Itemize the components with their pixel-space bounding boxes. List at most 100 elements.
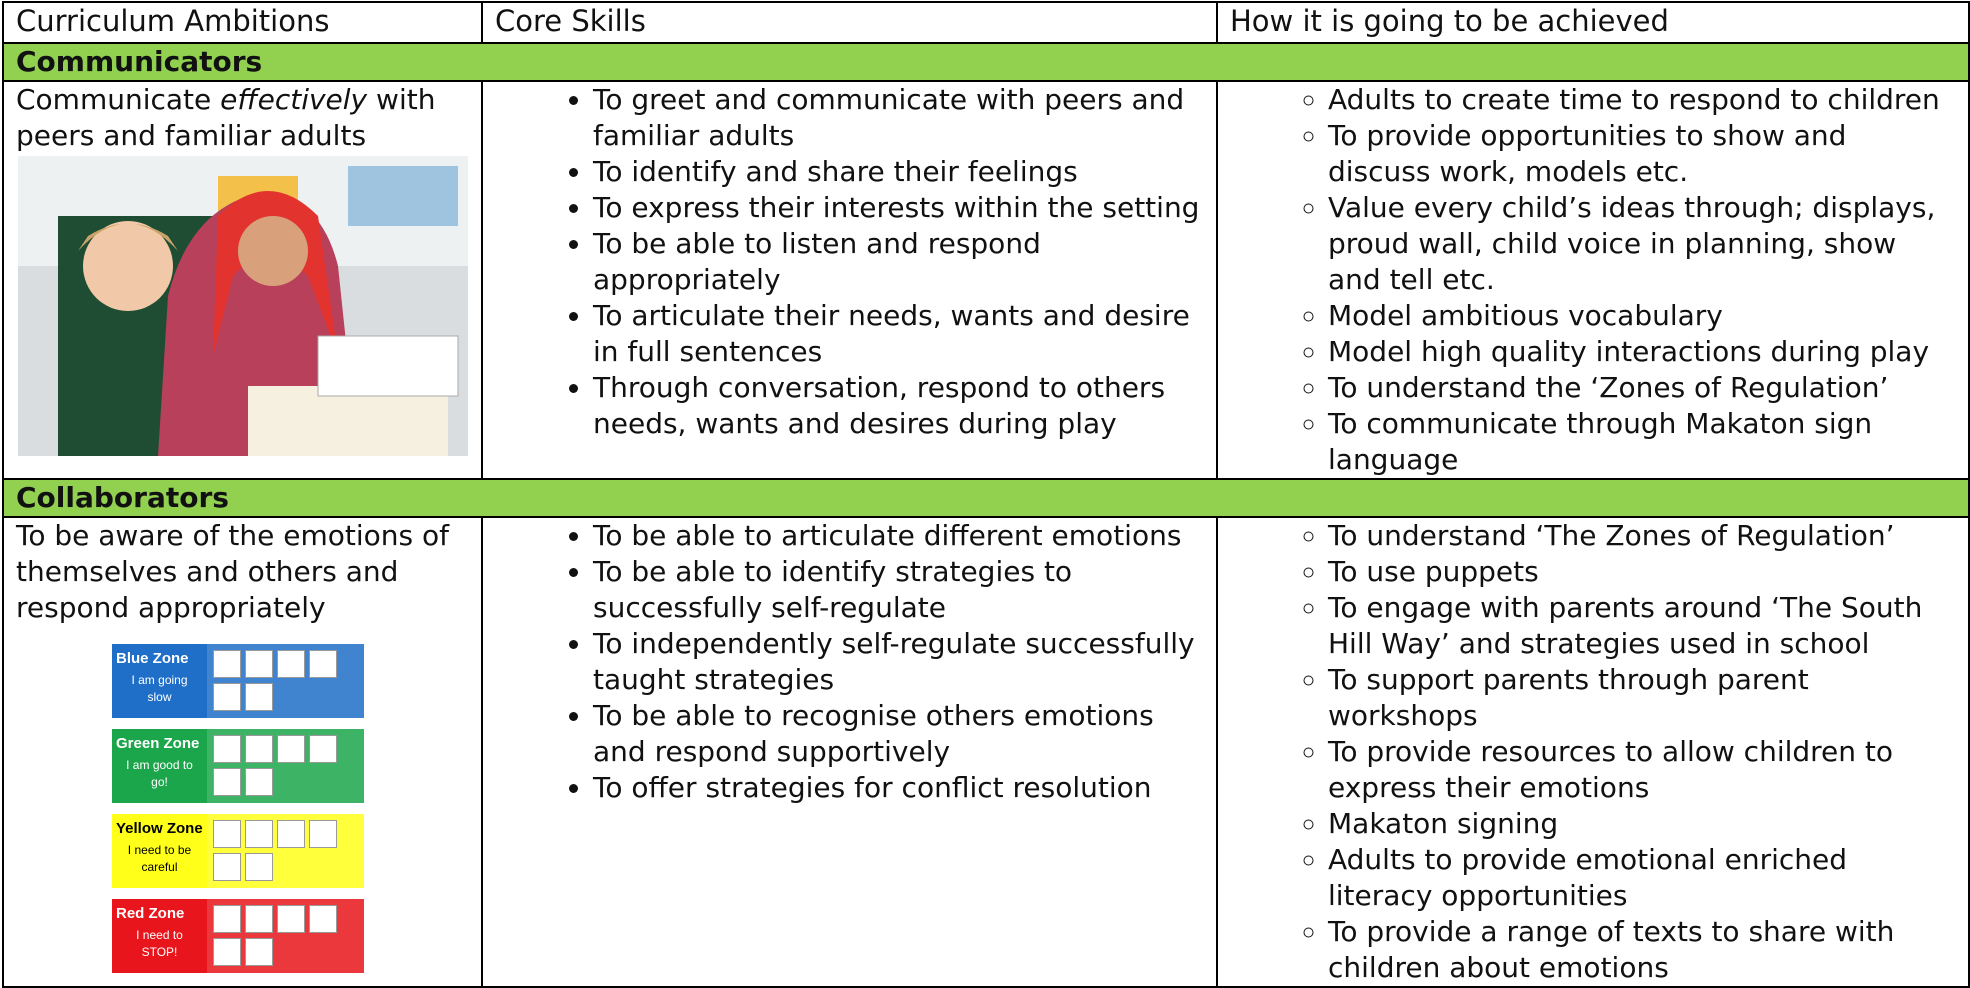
achieved-item: Adults to create time to respond to chil… <box>1328 82 1956 118</box>
zone: Blue Zone I am going slow <box>112 644 364 718</box>
skill-item: To express their interests within the se… <box>593 190 1204 226</box>
zone-name: Green Zone <box>116 735 200 752</box>
achieved-item: Model ambitious vocabulary <box>1328 298 1956 334</box>
skill-item: To be able to articulate different emoti… <box>593 518 1204 554</box>
achieved-item: To use puppets <box>1328 554 1956 590</box>
photo <box>18 156 468 456</box>
zone-name: Blue Zone <box>116 650 189 667</box>
icon <box>309 650 337 678</box>
ambition: Communicate effectively with peers and f… <box>16 82 469 154</box>
icon <box>245 650 273 678</box>
content-row: Communicate effectively with peers and f… <box>2 80 1970 480</box>
zone-icons <box>207 644 364 718</box>
section-row: Communicators <box>2 42 1970 82</box>
zone: Green Zone I am good to go! <box>112 729 364 803</box>
column-header: Curriculum Ambitions <box>2 1 483 44</box>
icon <box>277 650 305 678</box>
skills-list: To be able to articulate different emoti… <box>495 518 1204 806</box>
achieved-item: To support parents through parent worksh… <box>1328 662 1956 734</box>
zone: Yellow Zone I need to be careful <box>112 814 364 888</box>
achieved-item: Adults to provide emotional enriched lit… <box>1328 842 1956 914</box>
icon <box>309 820 337 848</box>
skill-item: To be able to identify strategies to suc… <box>593 554 1204 626</box>
zone-caption: I need to be careful <box>127 843 192 874</box>
icon <box>213 650 241 678</box>
ambition-cell: To be aware of the emotions of themselve… <box>2 516 483 988</box>
icon <box>309 735 337 763</box>
icon <box>309 905 337 933</box>
column-header: How it is going to be achieved <box>1216 1 1970 44</box>
achieved-item: Value every child’s ideas through; displ… <box>1328 190 1956 298</box>
icon <box>245 735 273 763</box>
content-row: To be aware of the emotions of themselve… <box>2 516 1970 988</box>
icon <box>245 683 273 711</box>
zone-name: Red Zone <box>116 905 185 922</box>
icon <box>245 905 273 933</box>
achieved-item: To provide opportunities to show and dis… <box>1328 118 1956 190</box>
ambition-text: To be aware of the emotions of themselve… <box>16 519 450 624</box>
icon <box>245 768 273 796</box>
skill-item: To greet and communicate with peers and … <box>593 82 1204 154</box>
skills-list: To greet and communicate with peers and … <box>495 82 1204 442</box>
achieved-item: To engage with parents around ‘The South… <box>1328 590 1956 662</box>
achieved-list: To understand ‘The Zones of Regulation’T… <box>1230 518 1956 986</box>
skill-item: To be able to listen and respond appropr… <box>593 226 1204 298</box>
skill-item: To be able to recognise others emotions … <box>593 698 1204 770</box>
icon <box>245 938 273 966</box>
section-row: Collaborators <box>2 478 1970 518</box>
skill-item: To identify and share their feelings <box>593 154 1204 190</box>
achieved-item: To understand the ‘Zones of Regulation’ <box>1328 370 1956 406</box>
achieved-item: To provide a range of texts to share wit… <box>1328 914 1956 986</box>
skill-item: To articulate their needs, wants and des… <box>593 298 1204 370</box>
skill-item: To independently self-regulate successfu… <box>593 626 1204 698</box>
ambition-text: with peers and familiar adults <box>16 83 436 152</box>
icon <box>213 905 241 933</box>
skill-item: Through conversation, respond to others … <box>593 370 1204 442</box>
icon <box>245 853 273 881</box>
icon <box>277 820 305 848</box>
achieved-item: To provide resources to allow children t… <box>1328 734 1956 806</box>
achieved-item: Model high quality interactions during p… <box>1328 334 1956 370</box>
achieved-item: To communicate through Makaton sign lang… <box>1328 406 1956 478</box>
zone-caption: I am good to go! <box>126 758 193 789</box>
skill-item: To offer strategies for conflict resolut… <box>593 770 1204 806</box>
zone-caption: I am going slow <box>131 673 188 704</box>
icon <box>213 938 241 966</box>
ambition-text: Communicate <box>16 83 221 116</box>
skills-cell: To be able to articulate different emoti… <box>481 516 1218 988</box>
header-row: Curriculum Ambitions Core Skills How it … <box>2 1 1970 44</box>
zone-icons <box>207 899 364 973</box>
column-header: Core Skills <box>481 1 1218 44</box>
zone-caption: I need to STOP! <box>136 928 183 959</box>
section-title: Collaborators <box>2 478 1970 518</box>
icon <box>213 768 241 796</box>
zone: Red Zone I need to STOP! <box>112 899 364 973</box>
zone-label: Yellow Zone I need to be careful <box>112 814 207 888</box>
icon <box>213 853 241 881</box>
achieved-list: Adults to create time to respond to chil… <box>1230 82 1956 478</box>
ambition-cell: Communicate effectively with peers and f… <box>2 80 483 480</box>
skills-cell: To greet and communicate with peers and … <box>481 80 1218 480</box>
achieved-cell: To understand ‘The Zones of Regulation’T… <box>1216 516 1970 988</box>
achieved-item: To understand ‘The Zones of Regulation’ <box>1328 518 1956 554</box>
achieved-cell: Adults to create time to respond to chil… <box>1216 80 1970 480</box>
zones-chart: Blue Zone I am going slow Green Zone I am g… <box>112 644 364 973</box>
achieved-item: Makaton signing <box>1328 806 1956 842</box>
zone-name: Yellow Zone <box>116 820 203 837</box>
zone-icons <box>207 814 364 888</box>
icon <box>213 735 241 763</box>
ambition-text: effectively <box>220 83 368 116</box>
section-title: Communicators <box>2 42 1970 82</box>
icon <box>245 820 273 848</box>
zone-icons <box>207 729 364 803</box>
ambition: To be aware of the emotions of themselve… <box>16 518 469 626</box>
zone-label: Blue Zone I am going slow <box>112 644 207 718</box>
icon <box>213 683 241 711</box>
zone-label: Red Zone I need to STOP! <box>112 899 207 973</box>
zone-label: Green Zone I am good to go! <box>112 729 207 803</box>
icon <box>213 820 241 848</box>
icon <box>277 735 305 763</box>
icon <box>277 905 305 933</box>
